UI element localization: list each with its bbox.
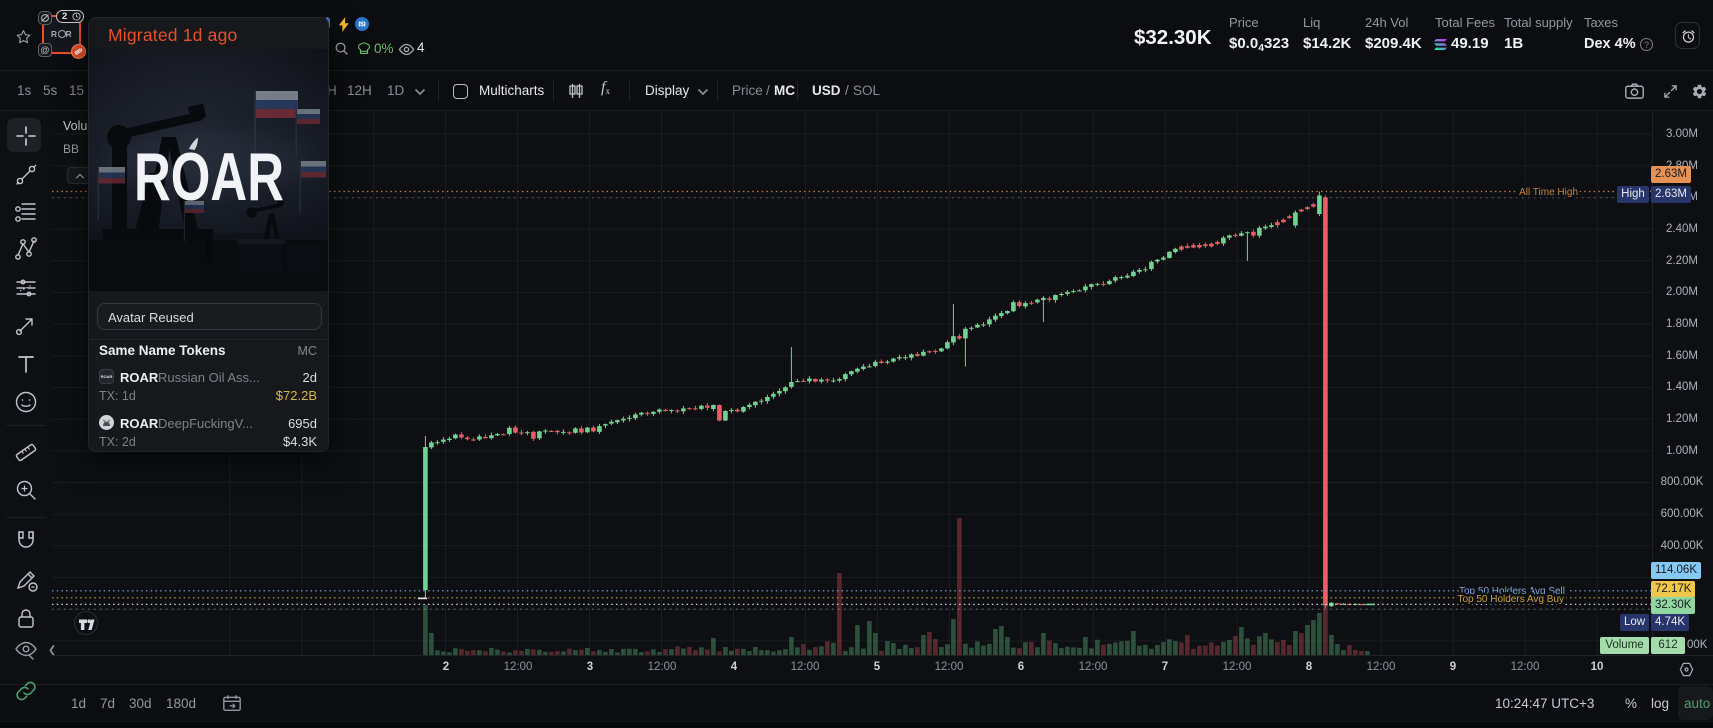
svg-text:Top 50 Holders Avg Sell: Top 50 Holders Avg Sell (1459, 586, 1565, 597)
svg-text:All Time High: All Time High (1519, 187, 1578, 198)
svg-text:Top 50 Holders Avg Buy: Top 50 Holders Avg Buy (1457, 594, 1564, 605)
svg-text:ROAR: ROAR (134, 139, 284, 215)
svg-text:$: $ (360, 21, 364, 28)
